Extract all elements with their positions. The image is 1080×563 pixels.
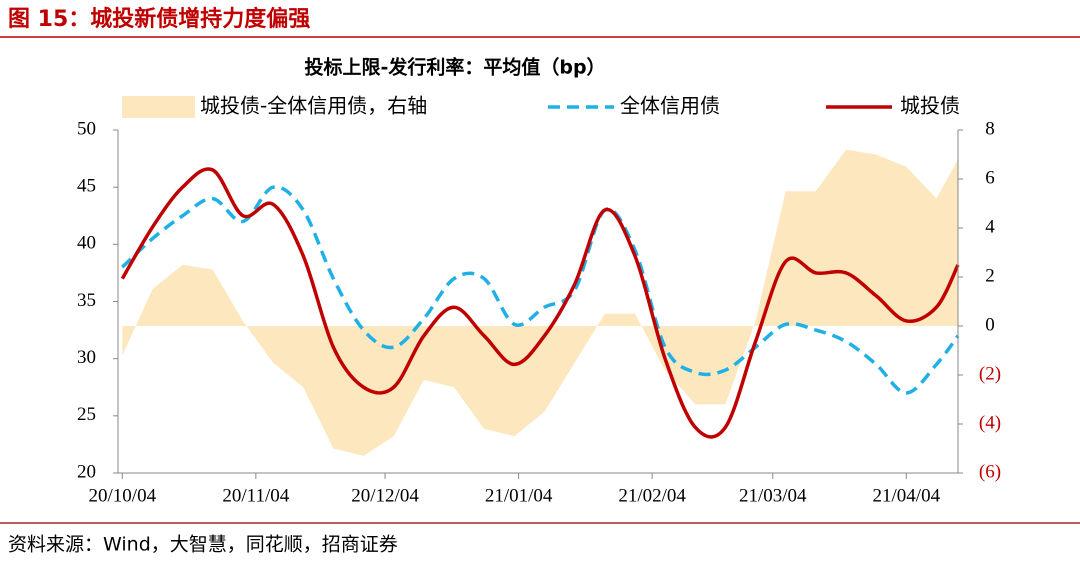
y2-tick-label: 2 (985, 265, 995, 286)
x-tick-label: 20/11/04 (222, 485, 289, 506)
line (121, 185, 960, 395)
y-tick-label: 20 (77, 461, 96, 482)
y-tick-label: 40 (77, 233, 96, 254)
x-tick-label: 21/03/04 (739, 485, 807, 506)
y2-tick-label: (2) (979, 363, 1001, 384)
y-tick-label: 35 (77, 290, 96, 311)
y2-tick-label: (4) (979, 412, 1001, 433)
y-tick-label: 50 (77, 118, 96, 139)
x-tick-label: 20/12/04 (351, 485, 419, 506)
y-tick-label: 30 (77, 347, 96, 368)
source-note: 资料来源：Wind，大智慧，同花顺，招商证券 (8, 534, 398, 556)
legend-label: 城投债 (900, 94, 960, 118)
y2-tick-label: 8 (985, 118, 995, 139)
y-tick-label: 25 (77, 404, 96, 425)
area (122, 149, 959, 456)
x-tick-label: 21/02/04 (618, 485, 686, 506)
line (120, 167, 960, 439)
y2-tick-label: (6) (979, 461, 1001, 482)
y2-tick-label: 4 (985, 216, 995, 237)
y2-tick-label: 0 (985, 314, 995, 335)
chart-title: 投标上限-发行利率：平均值（bp） (304, 56, 605, 79)
x-tick-label: 20/10/04 (89, 485, 157, 506)
y-tick-label: 45 (77, 176, 96, 197)
x-tick-label: 21/01/04 (485, 485, 553, 506)
legend-label: 全体信用债 (620, 94, 720, 118)
legend-label: 城投债-全体信用债，右轴 (200, 94, 427, 118)
y2-tick-label: 6 (985, 167, 995, 188)
x-tick-label: 21/04/04 (873, 485, 941, 506)
figure-title: 图 15：城投新债增持力度偏强 (8, 6, 310, 32)
legend-swatch (122, 96, 195, 118)
